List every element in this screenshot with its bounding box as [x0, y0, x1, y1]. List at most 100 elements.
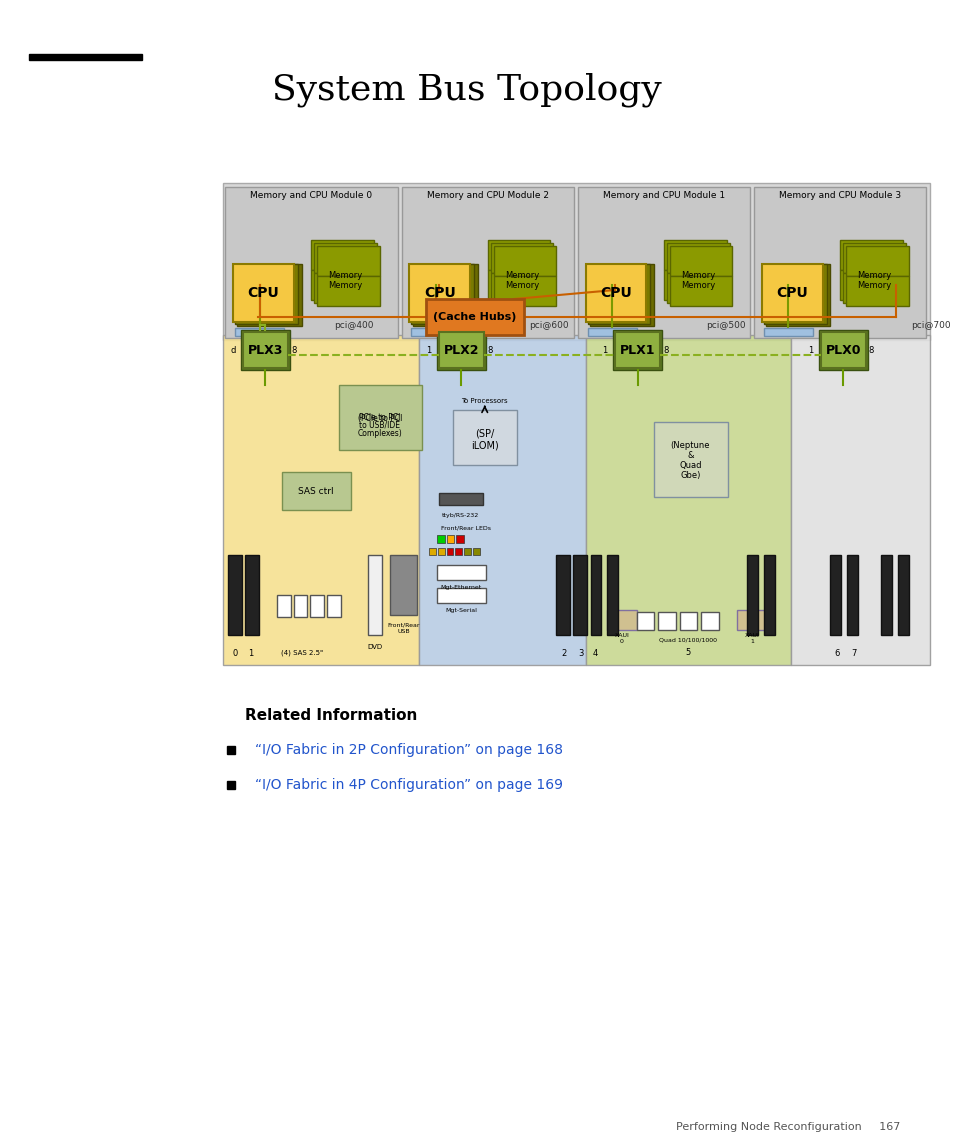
Bar [666, 273, 729, 303]
Text: XAUI: XAUI [614, 632, 629, 638]
Bar [765, 264, 829, 326]
Text: CPU: CPU [599, 286, 631, 300]
Text: PCIe to PCI: PCIe to PCI [359, 412, 400, 421]
Bar [842, 273, 905, 303]
Bar [228, 555, 242, 635]
Bar [490, 273, 553, 303]
Text: PLX0: PLX0 [824, 344, 860, 356]
Bar [236, 264, 301, 326]
Bar [669, 246, 732, 276]
Bar [314, 243, 376, 273]
Bar [233, 264, 294, 322]
Text: 0: 0 [233, 648, 237, 657]
Text: PLX3: PLX3 [248, 344, 283, 356]
Bar [587, 264, 650, 324]
Text: Memory and CPU Module 1: Memory and CPU Module 1 [602, 190, 724, 199]
Text: “I/O Fabric in 2P Configuration” on page 168: “I/O Fabric in 2P Configuration” on page… [254, 743, 562, 757]
Bar [666, 243, 729, 273]
Text: pci@700: pci@700 [910, 321, 950, 330]
Bar [456, 535, 464, 543]
Text: 1: 1 [248, 648, 253, 657]
Bar [585, 335, 790, 665]
Text: PLX1: PLX1 [619, 344, 655, 356]
Text: 8: 8 [662, 346, 668, 355]
Text: DVD: DVD [367, 643, 382, 650]
Text: pci@500: pci@500 [705, 321, 744, 330]
Text: System Bus Topology: System Bus Topology [272, 73, 661, 108]
Bar [820, 332, 864, 368]
Bar [241, 330, 290, 370]
Text: Quad 10/100/1000: Quad 10/100/1000 [659, 638, 717, 642]
Text: Memory: Memory [680, 270, 715, 279]
Bar [663, 270, 726, 300]
Text: pci@600: pci@600 [529, 321, 569, 330]
Bar [840, 270, 902, 300]
Bar [578, 187, 749, 338]
Text: 1: 1 [807, 346, 813, 355]
Bar [654, 423, 727, 497]
Text: 8: 8 [291, 346, 296, 355]
Bar [338, 385, 421, 450]
Bar [606, 610, 636, 630]
Bar [490, 243, 553, 273]
Bar [311, 240, 374, 270]
Bar [846, 555, 857, 635]
Text: 6: 6 [834, 648, 839, 657]
Bar [679, 611, 697, 630]
Bar [840, 240, 902, 270]
Bar [446, 535, 454, 543]
Bar [311, 270, 374, 300]
Bar [487, 270, 550, 300]
Text: 4: 4 [592, 648, 598, 657]
Bar [438, 332, 483, 368]
Text: (Neptune: (Neptune [670, 441, 709, 450]
Bar [327, 595, 340, 617]
Bar [368, 555, 381, 635]
Text: 1: 1 [426, 346, 431, 355]
Bar [615, 332, 659, 368]
Text: pci@400: pci@400 [334, 321, 373, 330]
Bar [409, 264, 470, 322]
Bar [700, 611, 718, 630]
Bar [317, 246, 379, 276]
Bar [487, 240, 550, 270]
Text: 5: 5 [685, 648, 690, 656]
Bar [897, 555, 908, 635]
Bar [606, 555, 618, 635]
Text: Front/Rear LEDs: Front/Rear LEDs [440, 526, 491, 530]
Bar [669, 276, 732, 306]
Bar [636, 611, 654, 630]
Bar [245, 555, 258, 635]
Text: 2: 2 [561, 648, 566, 657]
Bar [829, 555, 841, 635]
Text: Memory: Memory [857, 281, 891, 290]
Text: 3: 3 [578, 648, 583, 657]
Text: Performing Node Reconfiguration     167: Performing Node Reconfiguration 167 [675, 1122, 899, 1132]
Text: 0: 0 [619, 639, 623, 643]
Bar [585, 264, 645, 322]
Bar [455, 548, 462, 555]
Text: Memory: Memory [680, 281, 715, 290]
Text: Memory: Memory [328, 270, 362, 279]
Bar [842, 243, 905, 273]
Text: PLX2: PLX2 [443, 344, 478, 356]
Text: d: d [230, 346, 235, 355]
Bar [464, 548, 471, 555]
Text: Memory and CPU Module 2: Memory and CPU Module 2 [426, 190, 548, 199]
Bar [663, 240, 726, 270]
Text: (Cache Hubs): (Cache Hubs) [433, 311, 517, 322]
Bar [763, 264, 825, 324]
Bar [763, 327, 812, 335]
Bar [436, 535, 444, 543]
Text: (PCIe to PCI: (PCIe to PCI [357, 413, 402, 423]
Bar [234, 264, 297, 324]
Bar [436, 564, 485, 581]
Bar [737, 610, 766, 630]
Bar [314, 273, 376, 303]
Bar [418, 335, 585, 665]
Text: SAS ctrl: SAS ctrl [298, 487, 334, 496]
Text: (4) SAS 2.5": (4) SAS 2.5" [280, 649, 322, 656]
Text: Quad: Quad [679, 460, 700, 469]
Bar [223, 183, 929, 340]
Text: Front/Rear: Front/Rear [387, 623, 419, 627]
